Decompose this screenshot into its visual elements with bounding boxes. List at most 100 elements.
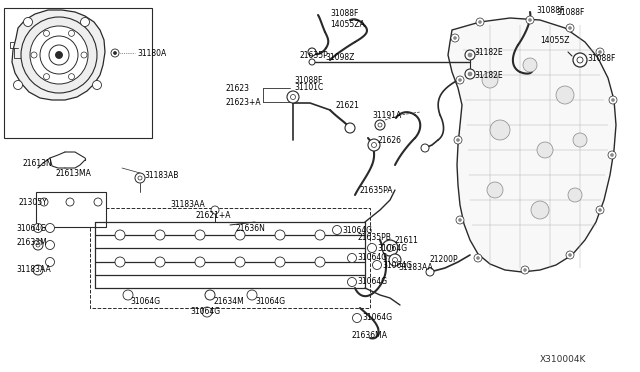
Circle shape <box>474 254 482 262</box>
Circle shape <box>566 251 574 259</box>
Circle shape <box>577 57 583 63</box>
Circle shape <box>333 225 342 234</box>
Bar <box>36 192 106 227</box>
Circle shape <box>94 198 102 206</box>
Text: 31088F: 31088F <box>294 76 323 84</box>
Circle shape <box>309 59 315 65</box>
Text: 31098Z: 31098Z <box>325 52 355 61</box>
Text: 31180A: 31180A <box>137 48 166 58</box>
Text: 31064G: 31064G <box>16 224 46 232</box>
Text: 31064G: 31064G <box>255 298 285 307</box>
Circle shape <box>458 78 461 81</box>
Circle shape <box>291 94 296 99</box>
Circle shape <box>556 86 574 104</box>
Text: 21636MA: 21636MA <box>352 330 388 340</box>
Circle shape <box>155 230 165 240</box>
Text: 31064G: 31064G <box>130 298 160 307</box>
Circle shape <box>421 144 429 152</box>
Text: 21626: 21626 <box>378 135 402 144</box>
Circle shape <box>308 48 316 56</box>
Circle shape <box>36 243 40 247</box>
Circle shape <box>155 257 165 267</box>
Circle shape <box>45 224 54 232</box>
Circle shape <box>348 278 356 286</box>
Circle shape <box>392 257 397 263</box>
Circle shape <box>611 154 614 157</box>
Circle shape <box>596 206 604 214</box>
Text: 14055ZA: 14055ZA <box>330 19 365 29</box>
Circle shape <box>375 120 385 130</box>
Circle shape <box>93 80 102 90</box>
Circle shape <box>568 26 572 29</box>
Circle shape <box>456 76 464 84</box>
Circle shape <box>568 253 572 257</box>
Circle shape <box>566 24 574 32</box>
Circle shape <box>608 151 616 159</box>
Text: 31183AB: 31183AB <box>144 170 179 180</box>
Circle shape <box>454 136 462 144</box>
Circle shape <box>115 257 125 267</box>
Text: 31101C: 31101C <box>294 83 323 92</box>
Text: 31064G: 31064G <box>362 314 392 323</box>
Polygon shape <box>12 10 105 100</box>
Text: 21305Y: 21305Y <box>18 198 47 206</box>
Text: 31182E: 31182E <box>474 48 502 57</box>
Text: 31064G: 31064G <box>190 308 220 317</box>
Circle shape <box>115 230 125 240</box>
Circle shape <box>195 230 205 240</box>
Circle shape <box>315 257 325 267</box>
Circle shape <box>247 290 257 300</box>
Circle shape <box>378 123 382 127</box>
Circle shape <box>348 253 356 263</box>
Text: 21633M: 21633M <box>16 237 47 247</box>
Text: 31182E: 31182E <box>474 71 502 80</box>
Circle shape <box>456 138 460 141</box>
Circle shape <box>235 230 245 240</box>
Text: 21623+A: 21623+A <box>225 97 260 106</box>
Circle shape <box>66 198 74 206</box>
Circle shape <box>68 31 74 36</box>
Circle shape <box>598 208 602 212</box>
Circle shape <box>451 34 459 42</box>
Circle shape <box>45 241 54 250</box>
Circle shape <box>490 120 510 140</box>
Text: 31088F: 31088F <box>556 7 584 16</box>
Circle shape <box>31 52 37 58</box>
Circle shape <box>465 50 475 60</box>
Circle shape <box>135 173 145 183</box>
Circle shape <box>476 18 484 26</box>
Circle shape <box>482 72 498 88</box>
Circle shape <box>426 268 434 276</box>
Text: 21613N: 21613N <box>22 158 52 167</box>
Circle shape <box>367 244 376 253</box>
Circle shape <box>529 19 531 22</box>
Circle shape <box>368 139 380 151</box>
Circle shape <box>202 307 212 317</box>
Circle shape <box>345 123 355 133</box>
Circle shape <box>609 96 617 104</box>
Circle shape <box>111 49 119 57</box>
Circle shape <box>33 224 42 232</box>
Circle shape <box>479 20 481 23</box>
Text: 31064G: 31064G <box>357 253 387 263</box>
Circle shape <box>526 16 534 24</box>
Text: 21634M: 21634M <box>213 298 244 307</box>
Circle shape <box>275 230 285 240</box>
Text: 21635PB: 21635PB <box>358 232 392 241</box>
Text: 21623: 21623 <box>225 83 249 93</box>
Text: 31183AA: 31183AA <box>398 263 433 273</box>
Bar <box>90 208 370 308</box>
Circle shape <box>33 240 43 250</box>
Text: 31088F: 31088F <box>536 6 564 15</box>
Circle shape <box>68 74 74 80</box>
Circle shape <box>211 206 219 214</box>
Circle shape <box>382 240 398 256</box>
Circle shape <box>371 142 376 148</box>
Circle shape <box>573 133 587 147</box>
Text: 21613MA: 21613MA <box>55 169 91 177</box>
Text: 31064G: 31064G <box>357 278 387 286</box>
Circle shape <box>531 201 549 219</box>
Circle shape <box>138 176 142 180</box>
Text: 14055Z: 14055Z <box>540 35 570 45</box>
Polygon shape <box>448 18 616 272</box>
